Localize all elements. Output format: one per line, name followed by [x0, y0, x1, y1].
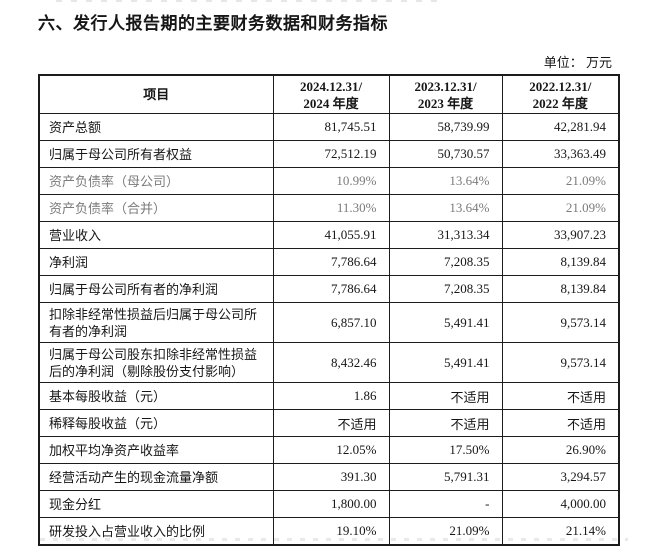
cell-2023: - — [388, 490, 503, 518]
section-title: 六、发行人报告期的主要财务数据和财务指标 — [38, 14, 388, 33]
header-2022: 2022.12.31/ 2022 年度 — [501, 74, 620, 114]
cell-2023: 7,208.35 — [388, 275, 503, 303]
cell-2024: 81,745.51 — [272, 113, 390, 141]
cell-2024: 8,432.46 — [272, 342, 390, 383]
cell-2024: 6,857.10 — [272, 302, 390, 343]
table-row: 归属于母公司所有者的净利润 7,786.64 7,208.35 8,139.84 — [38, 275, 620, 303]
table-row: 稀释每股收益（元） 不适用 不适用 不适用 — [38, 409, 620, 437]
cell-2022: 9,573.14 — [501, 302, 620, 343]
cell-2024: 11.30% — [272, 194, 390, 222]
cell-2024: 72,512.19 — [272, 140, 390, 168]
table-row: 基本每股收益（元） 1.86 不适用 不适用 — [38, 382, 620, 410]
header-2023: 2023.12.31/ 2023 年度 — [388, 74, 503, 114]
row-label: 经营活动产生的现金流量净额 — [38, 463, 274, 491]
cell-2022: 3,294.57 — [501, 463, 620, 491]
cell-2023: 31,313.34 — [388, 221, 503, 249]
table-row: 归属于母公司所有者权益 72,512.19 50,730.57 33,363.4… — [38, 140, 620, 168]
header-2023-line1: 2023.12.31/ — [414, 78, 477, 94]
financial-table: 项目 2024.12.31/ 2024 年度 2023.12.31/ 2023 … — [38, 74, 620, 546]
clipped-text-artifact-top — [56, 0, 442, 2]
row-label: 基本每股收益（元） — [38, 382, 274, 410]
cell-2022: 9,573.14 — [501, 342, 620, 383]
cell-2023: 58,739.99 — [388, 113, 503, 141]
cell-2022: 26.90% — [501, 436, 620, 464]
cell-2024: 不适用 — [272, 409, 390, 437]
table-row: 归属于母公司股东扣除非经常性损益后的净利润（剔除股份支付影响） 8,432.46… — [38, 342, 620, 383]
cell-2024: 10.99% — [272, 167, 390, 195]
row-label: 扣除非经常性损益后归属于母公司所有者的净利润 — [38, 302, 274, 343]
cell-2023: 50,730.57 — [388, 140, 503, 168]
header-2024-line1: 2024.12.31/ — [299, 78, 363, 94]
cell-2024: 7,786.64 — [272, 275, 390, 303]
unit-label: 单位： 万元 — [543, 55, 612, 70]
cell-2023: 13.64% — [388, 167, 503, 195]
table-row: 净利润 7,786.64 7,208.35 8,139.84 — [38, 248, 620, 276]
row-label: 加权平均净资产收益率 — [38, 436, 274, 464]
header-item: 项目 — [38, 74, 274, 114]
cell-2024: 41,055.91 — [272, 221, 390, 249]
table-row: 经营活动产生的现金流量净额 391.30 5,791.31 3,294.57 — [38, 463, 620, 491]
row-label: 资产负债率（合并） — [38, 194, 274, 222]
row-label: 现金分红 — [38, 490, 274, 518]
cell-2024: 391.30 — [272, 463, 390, 491]
cell-2023: 不适用 — [388, 409, 503, 437]
cell-2023: 5,491.41 — [388, 302, 503, 343]
cell-2022: 42,281.94 — [501, 113, 620, 141]
cell-2022: 21.09% — [501, 194, 620, 222]
row-label: 归属于母公司所有者权益 — [38, 140, 274, 168]
row-label: 营业收入 — [38, 221, 274, 249]
header-2024-line2: 2024 年度 — [303, 95, 359, 111]
cell-2024: 1,800.00 — [272, 490, 390, 518]
header-2024: 2024.12.31/ 2024 年度 — [272, 74, 390, 114]
table-row: 资产负债率（母公司） 10.99% 13.64% 21.09% — [38, 167, 620, 195]
cell-2023: 5,791.31 — [388, 463, 503, 491]
cell-2023: 13.64% — [388, 194, 503, 222]
header-2023-line2: 2023 年度 — [417, 95, 474, 111]
table-row: 扣除非经常性损益后归属于母公司所有者的净利润 6,857.10 5,491.41… — [38, 302, 620, 343]
cell-2023: 17.50% — [388, 436, 503, 464]
cell-2022: 21.09% — [501, 167, 620, 195]
header-2022-line1: 2022.12.31/ — [529, 78, 592, 94]
cell-2023: 5,491.41 — [388, 342, 503, 383]
table-row: 资产总额 81,745.51 58,739.99 42,281.94 — [38, 113, 620, 141]
row-label: 资产负债率（母公司） — [38, 167, 274, 195]
row-label: 归属于母公司所有者的净利润 — [38, 275, 274, 303]
table-header-row: 项目 2024.12.31/ 2024 年度 2023.12.31/ 2023 … — [38, 74, 620, 114]
row-label: 稀释每股收益（元） — [38, 409, 274, 437]
table-row: 加权平均净资产收益率 12.05% 17.50% 26.90% — [38, 436, 620, 464]
cell-2024: 12.05% — [272, 436, 390, 464]
cell-2022: 4,000.00 — [501, 490, 620, 518]
cell-2022: 不适用 — [501, 409, 620, 437]
row-label: 净利润 — [38, 248, 274, 276]
table-row: 资产负债率（合并） 11.30% 13.64% 21.09% — [38, 194, 620, 222]
cell-2023: 7,208.35 — [388, 248, 503, 276]
cell-2024: 1.86 — [272, 382, 390, 410]
cell-2024: 7,786.64 — [272, 248, 390, 276]
cell-2022: 不适用 — [501, 382, 620, 410]
cell-2022: 33,907.23 — [501, 221, 620, 249]
row-label: 归属于母公司股东扣除非经常性损益后的净利润（剔除股份支付影响） — [38, 342, 274, 383]
cell-2022: 8,139.84 — [501, 275, 620, 303]
cell-2023: 不适用 — [388, 382, 503, 410]
table-row: 营业收入 41,055.91 31,313.34 33,907.23 — [38, 221, 620, 249]
cell-2022: 8,139.84 — [501, 248, 620, 276]
header-item-label: 项目 — [143, 87, 170, 102]
cell-2022: 33,363.49 — [501, 140, 620, 168]
header-2022-line2: 2022 年度 — [532, 95, 588, 111]
row-label: 资产总额 — [38, 113, 274, 141]
table-row: 现金分红 1,800.00 - 4,000.00 — [38, 490, 620, 518]
